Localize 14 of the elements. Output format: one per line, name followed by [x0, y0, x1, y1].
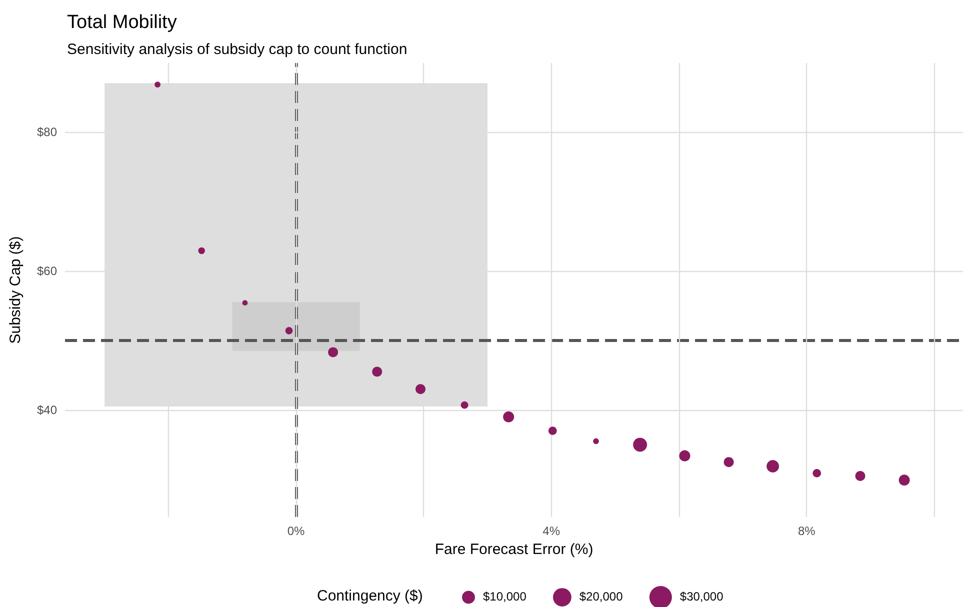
chart-subtitle: Sensitivity analysis of subsidy cap to count function — [67, 41, 408, 58]
x-tick-label: 8% — [798, 524, 816, 538]
y-tick-label: $60 — [36, 264, 58, 278]
x-tick-label: 4% — [542, 524, 560, 538]
y-tick-label: $80 — [36, 124, 58, 139]
legend-label: $30,000 — [680, 589, 724, 604]
x-axis-title: Fare Forecast Error (%) — [434, 540, 594, 558]
y-axis-title: Subsidy Cap ($) — [7, 236, 24, 344]
x-tick-label: 0% — [287, 524, 306, 538]
chart-title: Total Mobility — [67, 12, 178, 33]
y-tick-label: $40 — [36, 402, 58, 417]
legend-title: Contingency ($) — [317, 587, 423, 604]
legend-label: $20,000 — [579, 589, 624, 604]
legend-label: $10,000 — [483, 589, 527, 604]
